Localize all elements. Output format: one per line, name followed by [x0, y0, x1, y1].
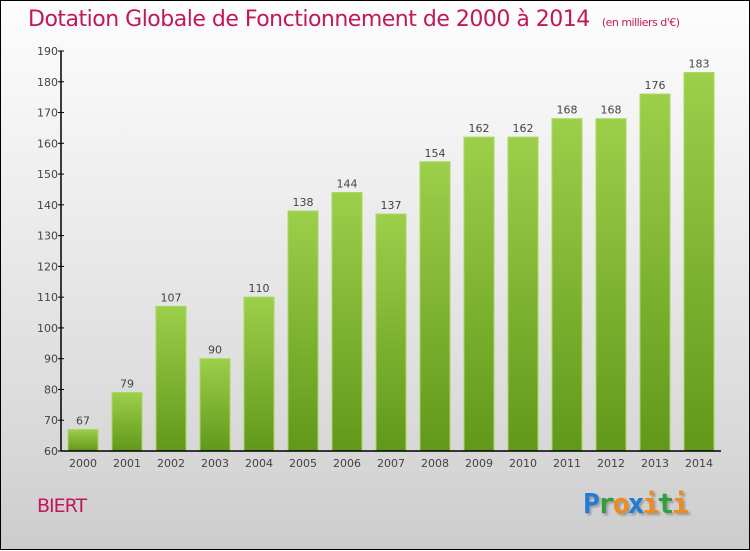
data-label-2012: 168 [601, 104, 622, 117]
x-tick-2014: 2014 [685, 457, 713, 470]
x-tick-2001: 2001 [113, 457, 141, 470]
y-tick-180: 180 [37, 76, 58, 89]
logo-letter: P [583, 487, 600, 520]
bar-2013 [639, 93, 671, 452]
y-tick-120: 120 [37, 260, 58, 273]
bar-2007 [375, 213, 407, 452]
y-tick-90: 90 [44, 353, 58, 366]
y-tick-190: 190 [37, 45, 58, 58]
bar-2014 [683, 72, 715, 452]
bar-2008 [419, 161, 451, 452]
chart-subtitle: (en milliers d'€) [601, 16, 680, 29]
commune-name: BIERT [37, 495, 87, 517]
data-label-2009: 162 [469, 122, 490, 135]
bar-2000 [67, 428, 99, 452]
bar-2006 [331, 192, 363, 452]
y-tick-170: 170 [37, 107, 58, 120]
data-label-2002: 107 [161, 291, 182, 304]
logo-letter: t [657, 487, 674, 520]
y-tick-60: 60 [44, 445, 58, 458]
bar-2001 [111, 392, 143, 452]
bar-2011 [551, 118, 583, 452]
y-tick-130: 130 [37, 230, 58, 243]
bar-2010 [507, 136, 539, 452]
x-tick-2009: 2009 [465, 457, 493, 470]
x-tick-2003: 2003 [201, 457, 229, 470]
x-tick-2012: 2012 [597, 457, 625, 470]
logo-letter: i [642, 487, 659, 520]
bar-2002 [155, 305, 187, 452]
x-tick-2004: 2004 [245, 457, 273, 470]
data-label-2014: 183 [689, 58, 710, 71]
data-label-2006: 144 [337, 178, 358, 191]
y-tick-80: 80 [44, 383, 58, 396]
chart-title: Dotation Globale de Fonctionnement de 20… [28, 7, 680, 32]
data-label-2010: 162 [513, 122, 534, 135]
bar-2003 [199, 358, 231, 452]
logo-letter: r [597, 487, 615, 520]
y-tick-70: 70 [44, 414, 58, 427]
data-label-2005: 138 [293, 196, 314, 209]
y-tick-160: 160 [37, 137, 58, 150]
x-tick-2005: 2005 [289, 457, 317, 470]
data-label-2007: 137 [381, 199, 402, 212]
bar-2009 [463, 136, 495, 452]
x-tick-2006: 2006 [333, 457, 361, 470]
bar-2005 [287, 210, 319, 452]
y-tick-150: 150 [37, 168, 58, 181]
x-tick-2011: 2011 [553, 457, 581, 470]
data-label-2004: 110 [249, 282, 270, 295]
y-tick-110: 110 [37, 291, 58, 304]
y-tick-140: 140 [37, 199, 58, 212]
title-text: Dotation Globale de Fonctionnement de 20… [28, 7, 590, 32]
x-tick-2000: 2000 [69, 457, 97, 470]
bar-2004 [243, 296, 275, 452]
data-label-2008: 154 [425, 147, 446, 160]
bar-2012 [595, 118, 627, 452]
y-tick-100: 100 [37, 322, 58, 335]
x-tick-2007: 2007 [377, 457, 405, 470]
x-tick-2002: 2002 [157, 457, 185, 470]
x-tick-2010: 2010 [509, 457, 537, 470]
logo-letter: o [612, 487, 630, 520]
logo-letter: i [672, 487, 689, 520]
data-label-2001: 79 [120, 378, 134, 391]
data-label-2003: 90 [208, 344, 222, 357]
proxiti-logo[interactable]: Proxiti [583, 487, 689, 520]
data-label-2011: 168 [557, 104, 578, 117]
logo-letter: x [627, 487, 645, 520]
x-tick-2013: 2013 [641, 457, 669, 470]
data-label-2000: 67 [76, 414, 90, 427]
x-tick-2008: 2008 [421, 457, 449, 470]
data-label-2013: 176 [645, 79, 666, 92]
